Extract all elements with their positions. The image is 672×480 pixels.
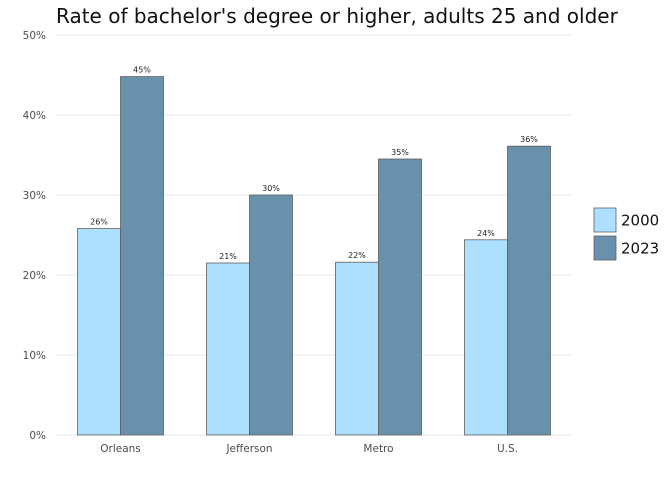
bar-2000-jefferson — [206, 262, 250, 436]
data-label: 45% — [133, 66, 151, 75]
data-label: 21% — [219, 252, 237, 261]
y-tick-label: 0% — [29, 430, 46, 442]
x-tick-label: Metro — [363, 443, 393, 455]
legend-swatch-2000 — [593, 207, 617, 233]
data-label: 22% — [348, 251, 366, 260]
legend-label-2000: 2000 — [621, 212, 659, 230]
y-tick-label: 30% — [23, 190, 46, 202]
y-tick-label: 10% — [23, 350, 46, 362]
data-label: 35% — [391, 148, 409, 157]
y-tick-label: 40% — [23, 110, 46, 122]
x-tick-label: Jefferson — [225, 443, 272, 455]
bar-2000-metro — [335, 261, 379, 436]
y-tick-label: 20% — [23, 270, 46, 282]
bar-2000-orleans — [77, 228, 121, 436]
bar-2023-metro — [378, 158, 422, 436]
data-label: 26% — [90, 218, 108, 227]
x-tick-label: U.S. — [497, 443, 518, 455]
data-label: 36% — [520, 135, 538, 144]
bar-2023-jefferson — [249, 194, 293, 436]
chart-title: Rate of bachelor's degree or higher, adu… — [56, 4, 619, 28]
x-tick-label: Orleans — [100, 443, 141, 455]
legend-swatch-2023 — [593, 235, 617, 261]
legend: 2000 2023 — [593, 207, 659, 261]
axis-layer: 0% 10% 20% 30% 40% 50% Orleans Jefferson Metro U.… — [23, 30, 518, 455]
bar-2023-orleans — [120, 76, 164, 436]
legend-label-2023: 2023 — [621, 240, 659, 258]
bars-layer — [77, 76, 551, 436]
labels-layer: 26% 45% 21% 30% 22% 35% 24% 36% — [90, 66, 538, 261]
bar-2023-us — [507, 145, 551, 436]
data-label: 30% — [262, 184, 280, 193]
y-tick-label: 50% — [23, 30, 46, 42]
bar-2000-us — [464, 239, 508, 436]
data-label: 24% — [477, 229, 495, 238]
